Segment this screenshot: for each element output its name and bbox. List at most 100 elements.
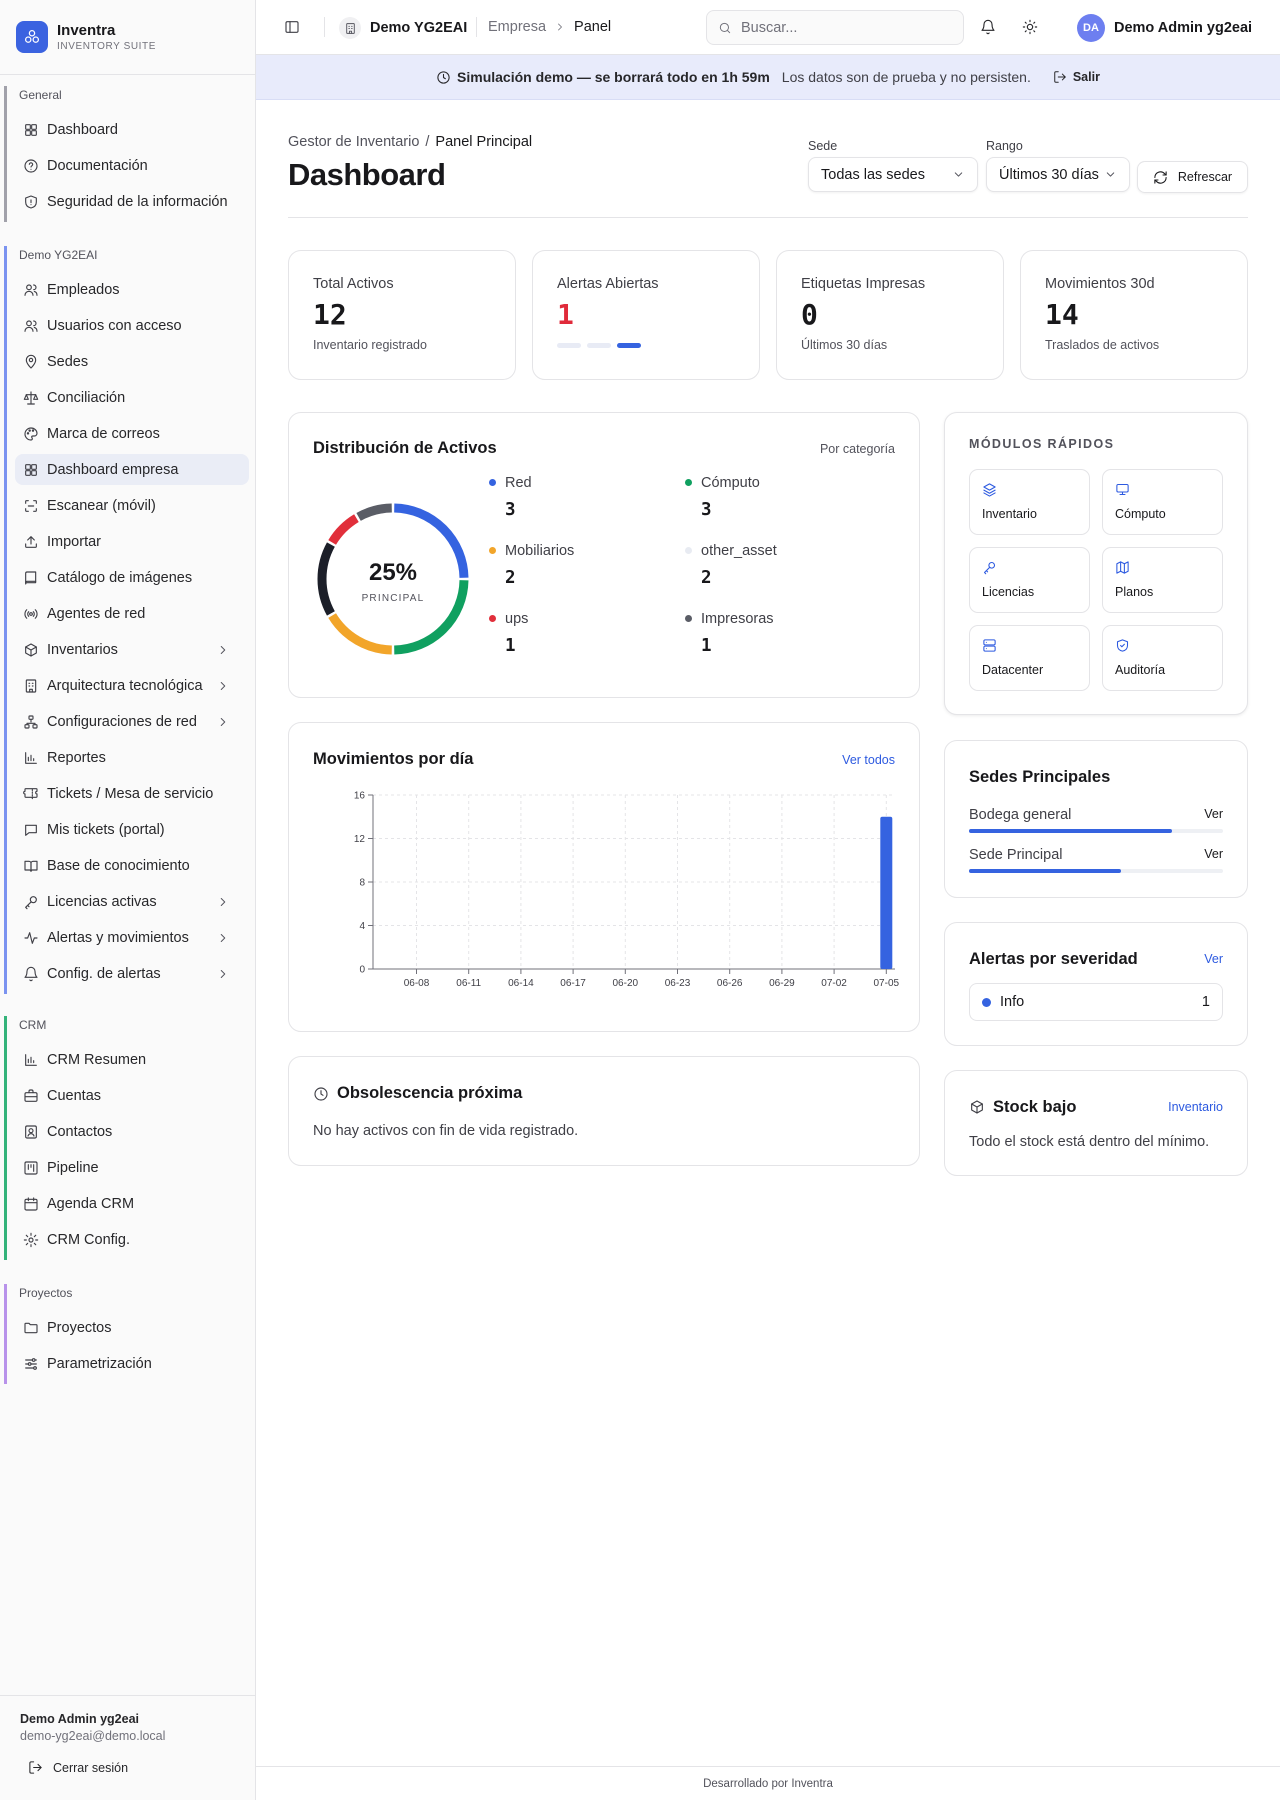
sidebar-item-label: Agenda CRM xyxy=(47,1195,135,1212)
sidebar-item-seguridad-de-la-informacion[interactable]: Seguridad de la información xyxy=(15,186,249,217)
module-datacenter[interactable]: Datacenter xyxy=(969,625,1090,691)
distribution-filter[interactable]: Por categoría xyxy=(819,442,895,456)
legend-value: 3 xyxy=(701,500,712,520)
sidebar-item-crm-config[interactable]: CRM Config. xyxy=(15,1224,249,1255)
banner-note: Los datos son de prueba y no persisten. xyxy=(781,69,1031,85)
breadcrumb-parent[interactable]: Gestor de Inventario xyxy=(288,134,420,150)
sidebar-toggle-button[interactable] xyxy=(284,19,300,35)
sede-select[interactable]: Todas las sedes xyxy=(808,157,978,192)
sidebar-item-marca-de-correos[interactable]: Marca de correos xyxy=(15,418,249,449)
obsolescence-card: Obsolescencia próxima No hay activos con… xyxy=(288,1056,920,1166)
sidebar-item-label: Empleados xyxy=(47,281,120,298)
sidebar-item-cuentas[interactable]: Cuentas xyxy=(15,1080,249,1111)
palette-icon xyxy=(24,426,38,441)
clock-icon xyxy=(437,70,450,84)
x-tick-label: 07-05 xyxy=(874,978,900,989)
monitor-icon xyxy=(1116,483,1129,496)
sidebar-item-label: Tickets / Mesa de servicio xyxy=(47,785,214,802)
sidebar-item-escanear-movil[interactable]: Escanear (móvil) xyxy=(15,490,249,521)
sidebar-item-contactos[interactable]: Contactos xyxy=(15,1116,249,1147)
donut-slice xyxy=(328,514,359,545)
sidebar-item-label: Reportes xyxy=(47,749,106,766)
sidebar-item-empleados[interactable]: Empleados xyxy=(15,274,249,305)
exit-label: Salir xyxy=(1072,70,1100,84)
sede-view-link[interactable]: Ver xyxy=(1204,807,1223,821)
sidebar-item-config-de-alertas[interactable]: Config. de alertas xyxy=(15,958,249,989)
demo-banner: Simulación demo — se borrará todo en 1h … xyxy=(256,55,1280,100)
sidebar-item-importar[interactable]: Importar xyxy=(15,526,249,557)
sidebar-item-conciliacion[interactable]: Conciliación xyxy=(15,382,249,413)
refresh-button[interactable]: Refrescar xyxy=(1137,161,1248,193)
brand-subtitle: INVENTORY SUITE xyxy=(57,41,157,52)
sidebar-item-documentacion[interactable]: Documentación xyxy=(15,150,249,181)
y-tick-label: 0 xyxy=(359,965,365,976)
sidebar-item-dashboard-empresa[interactable]: Dashboard empresa xyxy=(15,454,249,485)
module-licencias[interactable]: Licencias xyxy=(969,547,1090,613)
modules-title: MÓDULOS RÁPIDOS xyxy=(969,437,1115,451)
legend-item: other_asset 2 xyxy=(685,543,777,588)
page-title: Dashboard xyxy=(288,157,446,192)
sidebar-item-proyectos[interactable]: Proyectos xyxy=(15,1312,249,1343)
severity-title: Alertas por severidad xyxy=(969,950,1138,968)
breadcrumb-empresa[interactable]: Empresa xyxy=(488,19,547,35)
legend-name: Cómputo xyxy=(701,475,760,491)
nav-group-label: Demo YG2EAI xyxy=(19,248,98,262)
exit-demo-button[interactable]: Salir xyxy=(1053,70,1100,84)
stock-empty-text: Todo el stock está dentro del mínimo. xyxy=(969,1134,1210,1150)
org-switcher[interactable]: Demo YG2EAI xyxy=(339,17,467,39)
sidebar-item-catalogo-de-imagenes[interactable]: Catálogo de imágenes xyxy=(15,562,249,593)
layers-icon xyxy=(983,483,996,497)
sidebar-item-label: Configuraciones de red xyxy=(47,713,197,730)
sidebar-item-reportes[interactable]: Reportes xyxy=(15,742,249,773)
sidebar-item-parametrizacion[interactable]: Parametrización xyxy=(15,1348,249,1379)
module-inventario[interactable]: Inventario xyxy=(969,469,1090,535)
sidebar-item-pipeline[interactable]: Pipeline xyxy=(15,1152,249,1183)
kpi-total-activos: Total Activos 12 Inventario registrado xyxy=(288,250,516,380)
chevron-right-icon xyxy=(220,717,226,726)
stock-card: Stock bajo Inventario Todo el stock está… xyxy=(944,1070,1248,1176)
sidebar-item-arquitectura-tecnologica[interactable]: Arquitectura tecnológica xyxy=(15,670,249,701)
kpi-value: 12 xyxy=(313,298,347,331)
logout-button[interactable]: Cerrar sesión xyxy=(20,1760,235,1775)
sidebar-item-mis-tickets-portal[interactable]: Mis tickets (portal) xyxy=(15,814,249,845)
chevron-right-icon xyxy=(220,681,226,690)
sidebar-item-base-de-conocimiento[interactable]: Base de conocimiento xyxy=(15,850,249,881)
sidebar-item-agentes-de-red[interactable]: Agentes de red xyxy=(15,598,249,629)
movements-view-all-link[interactable]: Ver todos xyxy=(842,753,895,767)
key-icon xyxy=(25,895,37,909)
legend-value: 1 xyxy=(505,636,516,656)
network-icon xyxy=(24,714,38,729)
sidebar-item-tickets-mesa-de-servicio[interactable]: Tickets / Mesa de servicio xyxy=(15,778,249,809)
kpi-label: Alertas Abiertas xyxy=(557,276,659,292)
user-menu[interactable]: DA Demo Admin yg2eai xyxy=(1077,14,1252,42)
module-computo[interactable]: Cómputo xyxy=(1102,469,1223,535)
module-auditoria[interactable]: Auditoría xyxy=(1102,625,1223,691)
search-placeholder: Buscar... xyxy=(741,19,798,36)
stock-inventory-link[interactable]: Inventario xyxy=(1168,1100,1223,1114)
sidebar-item-agenda-crm[interactable]: Agenda CRM xyxy=(15,1188,249,1219)
sidebar-item-licencias-activas[interactable]: Licencias activas xyxy=(15,886,249,917)
severity-row[interactable]: Info 1 xyxy=(969,983,1223,1021)
sede-progress-fill xyxy=(969,829,1173,833)
theme-toggle-button[interactable] xyxy=(1022,19,1038,35)
sidebar-user-email: demo-yg2eai@demo.local xyxy=(20,1729,166,1743)
brand[interactable]: Inventra INVENTORY SUITE xyxy=(0,0,255,75)
notifications-button[interactable] xyxy=(980,19,996,35)
sidebar-item-inventarios[interactable]: Inventarios xyxy=(15,634,249,665)
sidebar-item-usuarios-con-acceso[interactable]: Usuarios con acceso xyxy=(15,310,249,341)
sidebar-item-crm-resumen[interactable]: CRM Resumen xyxy=(15,1044,249,1075)
severity-view-link[interactable]: Ver xyxy=(1204,952,1223,966)
sidebar-item-sedes[interactable]: Sedes xyxy=(15,346,249,377)
severity-count: 1 xyxy=(1201,994,1210,1010)
calendar-icon xyxy=(24,1196,38,1211)
search-input[interactable]: Buscar... xyxy=(706,10,964,45)
users-icon xyxy=(24,319,38,332)
sidebar-item-alertas-y-movimientos[interactable]: Alertas y movimientos xyxy=(15,922,249,953)
sidebar-item-configuraciones-de-red[interactable]: Configuraciones de red xyxy=(15,706,249,737)
rango-select[interactable]: Últimos 30 días xyxy=(986,157,1130,192)
module-planos[interactable]: Planos xyxy=(1102,547,1223,613)
sidebar-item-dashboard[interactable]: Dashboard xyxy=(15,114,249,145)
legend-value: 2 xyxy=(701,568,712,588)
sede-view-link[interactable]: Ver xyxy=(1204,847,1223,861)
legend-name: ups xyxy=(505,611,529,627)
